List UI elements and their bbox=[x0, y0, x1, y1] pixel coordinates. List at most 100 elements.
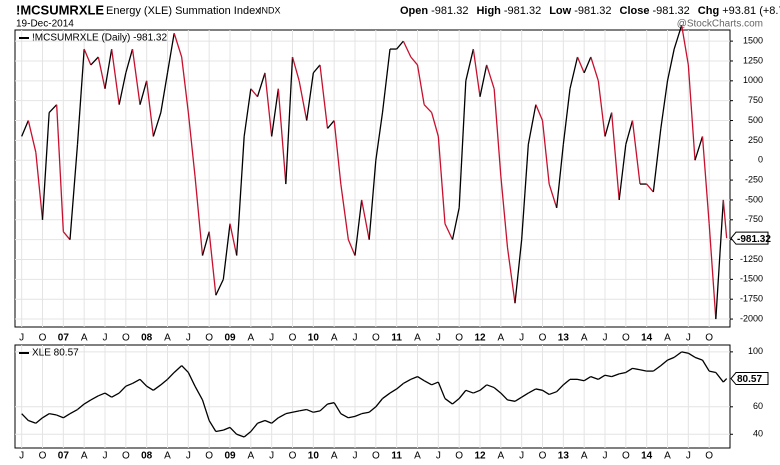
line-segment bbox=[354, 199, 363, 256]
line-segment bbox=[271, 417, 279, 424]
line-segment bbox=[236, 136, 245, 256]
line-segment bbox=[152, 112, 162, 137]
line-segment bbox=[576, 56, 585, 74]
line-segment bbox=[639, 369, 647, 372]
line-segment bbox=[625, 367, 633, 374]
line-segment bbox=[215, 279, 224, 296]
line-segment bbox=[604, 112, 613, 137]
quote-value: -981.32 bbox=[431, 5, 468, 17]
line-segment bbox=[652, 128, 662, 193]
line-segment bbox=[722, 199, 728, 239]
x-tick-label: O bbox=[372, 451, 380, 462]
line-segment bbox=[569, 56, 579, 89]
x-tick-label: O bbox=[705, 451, 713, 462]
line-segment bbox=[236, 433, 245, 438]
x-tick-label: A bbox=[581, 451, 588, 462]
legend-label: !MCSUMRXLE (Daily) -981.32 bbox=[32, 33, 167, 44]
line-segment bbox=[125, 382, 133, 387]
line-segment bbox=[632, 367, 641, 371]
y-tick-label: 100 bbox=[748, 346, 763, 356]
line-segment bbox=[493, 88, 502, 177]
line-segment bbox=[69, 144, 79, 240]
date: 19-Dec-2014 bbox=[16, 19, 74, 30]
line-segment bbox=[285, 411, 293, 415]
line-segment bbox=[327, 120, 335, 129]
y-tick-label: 500 bbox=[748, 115, 763, 125]
line-segment bbox=[229, 426, 238, 435]
line-segment bbox=[382, 392, 391, 400]
x-tick-label: A bbox=[581, 333, 588, 344]
line-segment bbox=[701, 136, 710, 224]
line-segment bbox=[452, 398, 460, 405]
line-segment bbox=[111, 48, 120, 105]
x-tick-label: 09 bbox=[224, 451, 236, 462]
x-tick-label: A bbox=[497, 451, 504, 462]
line-segment bbox=[431, 381, 439, 386]
line-segment bbox=[312, 64, 321, 74]
line-segment bbox=[77, 403, 85, 411]
x-tick-label: J bbox=[436, 333, 441, 344]
subtitle: Energy (XLE) Summation Index bbox=[106, 5, 261, 17]
quote-value: -981.32 bbox=[574, 5, 611, 17]
line-segment bbox=[111, 392, 120, 398]
x-tick-label: 07 bbox=[58, 333, 70, 344]
line-segment bbox=[423, 104, 433, 114]
exchange: INDX bbox=[259, 5, 281, 15]
line-segment bbox=[619, 371, 626, 375]
y-tick-label: -500 bbox=[745, 194, 763, 204]
line-segment bbox=[556, 384, 564, 393]
line-segment bbox=[306, 408, 314, 413]
x-tick-label: J bbox=[103, 451, 108, 462]
line-segment bbox=[49, 413, 57, 416]
line-segment bbox=[298, 80, 308, 121]
line-segment bbox=[215, 429, 224, 433]
x-tick-label: O bbox=[539, 451, 547, 462]
line-segment bbox=[631, 120, 641, 185]
line-segment bbox=[618, 144, 627, 201]
line-segment bbox=[256, 72, 266, 97]
line-segment bbox=[160, 72, 169, 113]
line-segment bbox=[681, 351, 689, 354]
x-tick-label: O bbox=[539, 333, 547, 344]
line-segment bbox=[181, 365, 189, 373]
line-segment bbox=[535, 388, 543, 391]
line-segment bbox=[479, 384, 488, 391]
line-segment bbox=[35, 152, 44, 220]
line-segment bbox=[458, 80, 467, 208]
line-segment bbox=[152, 384, 162, 391]
x-tick-label: J bbox=[603, 333, 608, 344]
y-tick-label: 0 bbox=[758, 155, 763, 165]
line-segment bbox=[673, 25, 683, 50]
x-tick-label: 13 bbox=[558, 451, 570, 462]
y-tick-label: 60 bbox=[753, 401, 763, 411]
line-segment bbox=[562, 378, 571, 386]
line-segment bbox=[506, 247, 516, 304]
line-segment bbox=[299, 408, 307, 412]
x-tick-label: J bbox=[103, 333, 108, 344]
x-tick-label: O bbox=[205, 451, 213, 462]
line-segment bbox=[306, 72, 314, 121]
x-tick-label: O bbox=[39, 451, 47, 462]
line-segment bbox=[479, 64, 488, 97]
line-segment bbox=[292, 410, 300, 413]
x-tick-label: J bbox=[519, 451, 524, 462]
x-tick-label: J bbox=[269, 451, 274, 462]
line-segment bbox=[118, 385, 127, 394]
line-segment bbox=[139, 378, 148, 387]
line-segment bbox=[194, 385, 204, 401]
line-segment bbox=[208, 231, 217, 296]
line-segment bbox=[208, 420, 217, 432]
x-tick-label: O bbox=[705, 333, 713, 344]
line-segment bbox=[507, 399, 516, 402]
quote-value: +93.81 (+8.73%) bbox=[722, 5, 780, 17]
line-segment bbox=[556, 144, 564, 208]
x-tick-label: A bbox=[664, 451, 671, 462]
line-segment bbox=[590, 375, 599, 380]
line-segment bbox=[694, 356, 703, 361]
y-tick-label: -750 bbox=[745, 214, 763, 224]
line-segment bbox=[437, 136, 446, 224]
line-segment bbox=[333, 402, 342, 415]
line-segment bbox=[472, 48, 481, 97]
line-segment bbox=[715, 372, 724, 383]
